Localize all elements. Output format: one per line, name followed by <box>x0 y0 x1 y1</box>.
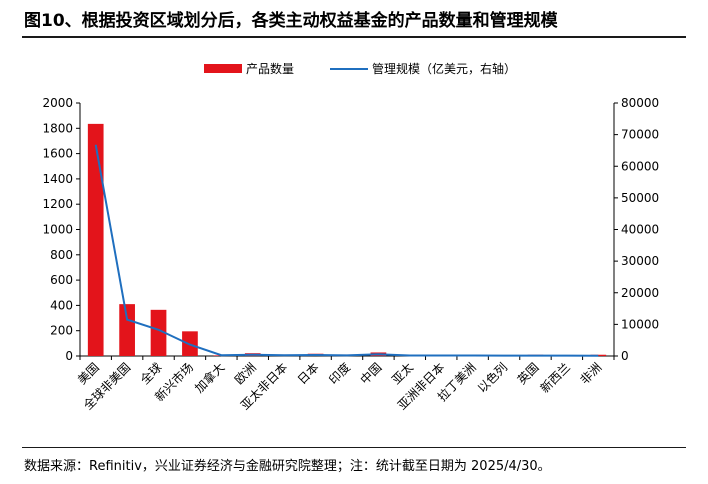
chart-legend: 产品数量 管理规模（亿美元，右轴） <box>0 60 708 80</box>
bar <box>119 304 135 356</box>
legend-item-bar: 产品数量 <box>204 60 294 77</box>
x-tick-label: 亚太 <box>388 360 416 388</box>
bar <box>276 354 293 356</box>
y-tick-label-right: 50000 <box>621 191 659 205</box>
x-tick-label: 日本 <box>295 360 322 387</box>
y-tick-label-right: 0 <box>621 349 629 363</box>
bar <box>213 355 230 356</box>
bar <box>339 354 355 356</box>
title-divider <box>22 36 686 38</box>
x-tick-label: 亚太非日本 <box>237 360 290 413</box>
bar <box>307 353 324 356</box>
y-tick-label-left: 0 <box>65 349 73 363</box>
page-title: 图10、根据投资区域划分后，各类主动权益基金的产品数量和管理规模 <box>24 11 558 31</box>
y-tick-label-left: 1400 <box>42 172 73 186</box>
legend-line-swatch <box>330 67 368 70</box>
bar <box>370 352 387 356</box>
x-tick-label: 以色列 <box>475 360 510 395</box>
series-line-aum <box>94 144 599 357</box>
y-tick-label-right: 30000 <box>621 254 659 268</box>
x-tick-label: 欧洲 <box>232 360 259 387</box>
x-tick-label: 全球非美国 <box>80 360 133 413</box>
legend-label-line: 管理规模（亿美元，右轴） <box>372 62 517 76</box>
bar <box>464 354 481 356</box>
x-tick-label: 加拿大 <box>191 360 227 396</box>
x-tick-label: 美国 <box>75 360 102 387</box>
y-tick-label-left: 2000 <box>42 96 73 110</box>
legend-item-line: 管理规模（亿美元，右轴） <box>330 60 516 77</box>
x-tick-label: 中国 <box>357 360 385 388</box>
legend-label-bar: 产品数量 <box>246 62 295 76</box>
bar <box>433 354 450 356</box>
bar <box>590 354 607 356</box>
y-tick-label-right: 70000 <box>621 128 659 142</box>
bar <box>527 354 544 356</box>
footer-divider <box>22 447 686 448</box>
source-note: 数据来源：Refinitiv，兴业证券经济与金融研究院整理；注：统计截至日期为 … <box>24 459 551 474</box>
bar <box>401 354 418 356</box>
y-tick-label-right: 60000 <box>621 159 659 173</box>
y-tick-label-right: 10000 <box>621 317 659 331</box>
y-tick-label-left: 400 <box>50 298 73 312</box>
y-tick-label-left: 600 <box>50 273 73 287</box>
y-tick-label-right: 40000 <box>621 223 659 237</box>
y-tick-label-left: 1200 <box>42 197 73 211</box>
bar <box>496 354 512 356</box>
y-tick-label-left: 800 <box>50 248 73 262</box>
bar <box>150 309 167 356</box>
y-tick-label-right: 20000 <box>621 286 659 300</box>
x-tick-label: 英国 <box>515 360 542 387</box>
bar <box>559 354 575 356</box>
y-tick-label-left: 1600 <box>42 147 73 161</box>
bar <box>244 353 261 356</box>
bar <box>182 331 198 356</box>
x-tick-label: 印度 <box>326 360 354 388</box>
x-tick-label: 新兴市场 <box>152 360 197 405</box>
bar <box>87 123 104 356</box>
x-tick-label: 新西兰 <box>537 360 573 396</box>
y-tick-label-left: 1800 <box>42 121 73 135</box>
y-tick-label-left: 200 <box>50 324 73 338</box>
x-tick-label: 非洲 <box>578 360 605 387</box>
x-tick-label: 拉丁美洲 <box>434 360 479 405</box>
x-tick-label: 亚洲非日本 <box>395 360 447 412</box>
y-tick-label-left: 1000 <box>42 223 73 237</box>
y-tick-label-right: 80000 <box>621 96 659 110</box>
legend-bar-swatch <box>204 64 242 73</box>
x-tick-label: 全球 <box>137 360 165 388</box>
